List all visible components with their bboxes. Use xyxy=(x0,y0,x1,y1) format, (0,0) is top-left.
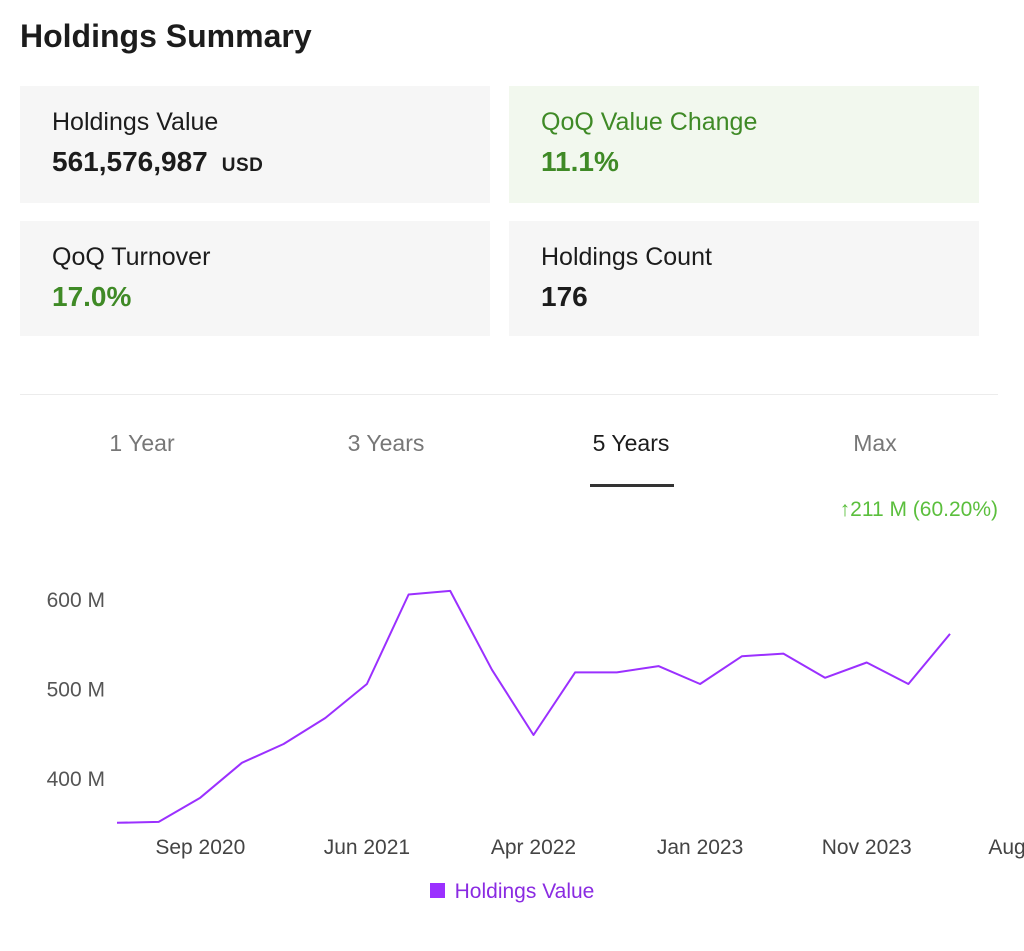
data-point[interactable] xyxy=(194,792,206,804)
tab-1-year[interactable]: 1 Year xyxy=(109,430,175,456)
x-tick-label: Apr 2022 xyxy=(491,836,576,859)
qoq-value-change-value: 11.1% xyxy=(541,146,619,177)
qoq-value-change-card: QoQ Value Change 11.1% xyxy=(509,86,979,203)
data-point[interactable] xyxy=(486,664,498,676)
legend-label: Holdings Value xyxy=(454,880,595,903)
data-point[interactable] xyxy=(111,817,123,829)
holdings-value-series-line xyxy=(116,589,951,824)
x-tick-label: Sep 2020 xyxy=(155,836,245,859)
data-point[interactable] xyxy=(653,660,665,672)
x-tick-label: Jun 2021 xyxy=(324,836,410,859)
data-point[interactable] xyxy=(153,816,165,828)
holdings-value-number: 561,576,987 xyxy=(52,146,208,177)
qoq-turnover-label: QoQ Turnover xyxy=(52,243,211,271)
holdings-count-label: Holdings Count xyxy=(541,243,712,271)
data-point[interactable] xyxy=(528,729,540,741)
data-point[interactable] xyxy=(819,672,831,684)
data-point[interactable] xyxy=(736,650,748,662)
data-point[interactable] xyxy=(777,648,789,660)
holdings-value-label: Holdings Value xyxy=(52,108,219,136)
data-point[interactable] xyxy=(278,738,290,750)
holdings-count-value: 176 xyxy=(541,281,588,312)
holdings-value-unit: USD xyxy=(221,155,264,176)
data-point[interactable] xyxy=(444,585,456,597)
legend-swatch-icon xyxy=(429,883,445,899)
holdings-value-amount: 561,576,987 USD xyxy=(52,146,263,178)
y-tick-label: 600 M xyxy=(47,589,105,612)
data-point[interactable] xyxy=(319,712,331,724)
holdings-value-chart: 400 M 500 M 600 M Sep 2020 Jun 2021 Apr 2022 J… xyxy=(47,585,1024,859)
data-point[interactable] xyxy=(236,757,248,769)
qoq-turnover-value: 17.0% xyxy=(52,281,132,312)
holdings-value-card: Holdings Value 561,576,987 USD xyxy=(20,86,490,203)
tab-3-years[interactable]: 3 Years xyxy=(347,430,425,456)
data-point[interactable] xyxy=(861,657,873,669)
data-point[interactable] xyxy=(902,678,914,690)
data-point[interactable] xyxy=(694,678,706,690)
active-tab-indicator xyxy=(590,484,674,487)
tab-5-years[interactable]: 5 Years xyxy=(592,430,670,456)
period-tabs: 1 Year 3 Years 5 Years Max xyxy=(20,430,998,490)
x-tick-label: Nov 2023 xyxy=(822,836,912,859)
data-point[interactable] xyxy=(403,589,415,601)
y-tick-label: 500 M xyxy=(47,679,105,702)
data-point[interactable] xyxy=(361,678,373,690)
x-tick-label: Jan 2023 xyxy=(657,836,743,859)
section-divider xyxy=(20,394,998,395)
x-tick-label: Aug 2024 xyxy=(988,836,1024,859)
data-point[interactable] xyxy=(611,666,623,678)
qoq-turnover-card: QoQ Turnover 17.0% xyxy=(20,221,490,336)
tab-max[interactable]: Max xyxy=(853,430,897,456)
data-point[interactable] xyxy=(569,666,581,678)
period-change-summary: ↑211 M (60.20%) xyxy=(839,498,998,521)
chart-legend[interactable]: Holdings Value xyxy=(0,880,1024,904)
page-title: Holdings Summary xyxy=(20,18,312,54)
qoq-value-change-label: QoQ Value Change xyxy=(541,108,758,136)
holdings-count-card: Holdings Count 176 xyxy=(509,221,979,336)
data-point[interactable] xyxy=(944,628,956,640)
y-tick-label: 400 M xyxy=(47,768,105,791)
